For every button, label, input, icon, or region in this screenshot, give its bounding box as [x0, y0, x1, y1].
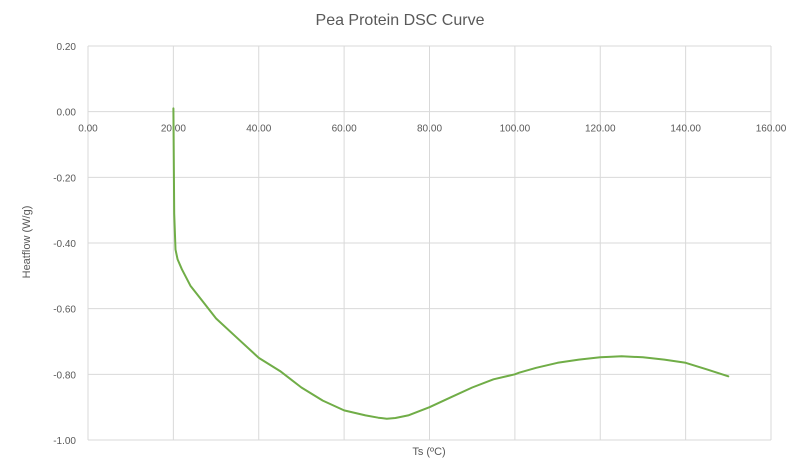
- chart-title: Pea Protein DSC Curve: [316, 12, 485, 29]
- x-tick-label: 0.00: [78, 124, 98, 135]
- y-tick-label: 0.20: [57, 42, 77, 53]
- x-axis-label: Ts (ºC): [412, 446, 445, 458]
- x-tick-label: 80.00: [417, 124, 442, 135]
- y-tick-label: -1.00: [53, 436, 76, 447]
- y-axis-label: Heatflow (W/g): [21, 206, 33, 279]
- x-tick-label: 60.00: [332, 124, 357, 135]
- series-line-heatflow: [172, 107, 730, 420]
- y-tick-label: 0.00: [57, 108, 77, 119]
- x-tick-label: 140.00: [670, 124, 701, 135]
- x-tick-label: 100.00: [500, 124, 531, 135]
- y-tick-label: -0.60: [53, 305, 76, 316]
- y-tick-label: -0.40: [53, 239, 76, 250]
- y-tick-labels: 0.20 0.00 -0.20 -0.40 -0.60 -0.80 -1.00: [53, 42, 76, 447]
- x-tick-label: 40.00: [246, 124, 271, 135]
- y-tick-label: -0.20: [53, 173, 76, 184]
- gridlines: [87, 45, 772, 441]
- x-tick-labels: 0.00 20.00 40.00 60.00 80.00 100.00 120.00 140.…: [78, 124, 786, 135]
- x-tick-label: 160.00: [756, 124, 787, 135]
- y-tick-label: -0.80: [53, 370, 76, 381]
- x-tick-label: 120.00: [585, 124, 616, 135]
